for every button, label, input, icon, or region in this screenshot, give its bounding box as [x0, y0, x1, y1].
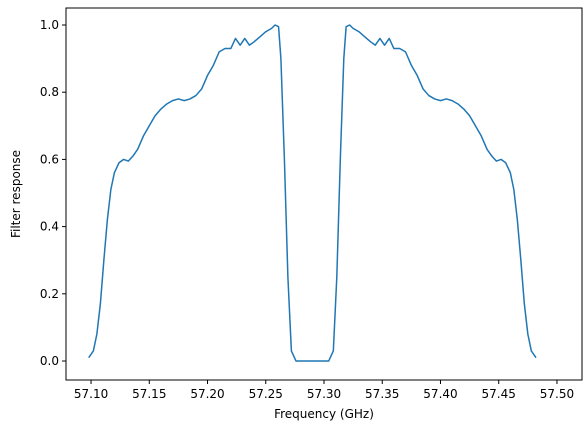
y-axis-label: Filter response	[9, 150, 23, 238]
x-tick-label: 57.40	[423, 387, 457, 401]
y-tick-label: 1.0	[40, 18, 59, 32]
plot-frame	[65, 7, 583, 381]
y-tick-label: 0.4	[40, 220, 59, 234]
x-tick-label: 57.45	[482, 387, 516, 401]
x-tick-label: 57.15	[132, 387, 166, 401]
x-tick-label: 57.20	[190, 387, 224, 401]
x-tick-label: 57.50	[540, 387, 574, 401]
y-tick-label: 0.2	[40, 287, 59, 301]
y-tick-label: 0.8	[40, 85, 59, 99]
y-tick-label: 0.0	[40, 354, 59, 368]
y-tick-label: 0.6	[40, 152, 59, 166]
x-tick-label: 57.35	[365, 387, 399, 401]
x-tick-label: 57.25	[249, 387, 283, 401]
line-series	[88, 24, 537, 362]
x-axis-label: Frequency (GHz)	[274, 407, 374, 421]
x-tick-label: 57.10	[74, 387, 108, 401]
x-tick-label: 57.30	[307, 387, 341, 401]
